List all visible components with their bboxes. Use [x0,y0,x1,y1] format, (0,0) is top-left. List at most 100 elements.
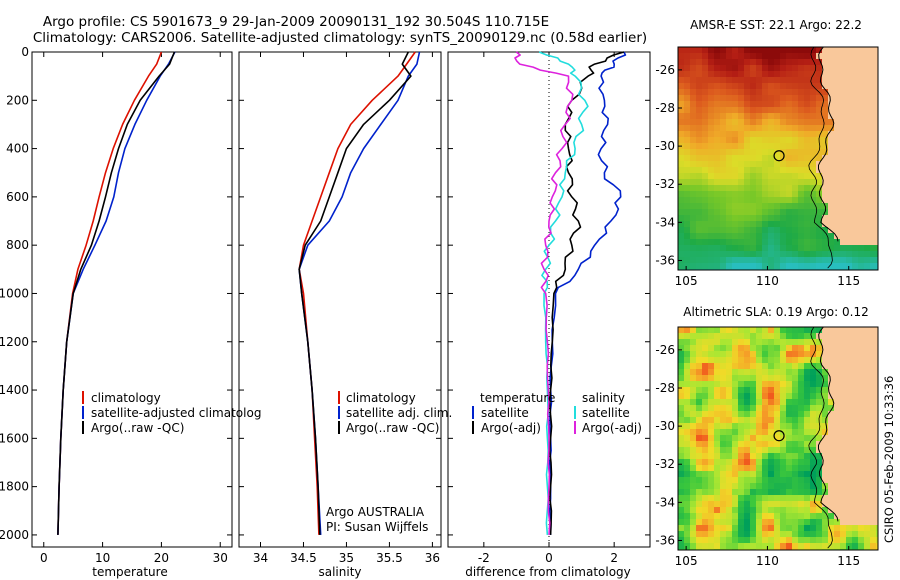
map-cell [744,393,751,400]
map-cell [858,447,865,454]
map-cell [762,113,769,120]
map-cell [726,453,733,460]
map-cell [756,519,763,526]
map-cell [786,155,793,162]
map-cell [792,381,799,388]
map-cell [678,155,685,162]
map-cell [858,113,865,120]
map-cell [870,369,877,376]
map-cell [876,393,878,400]
map-cell [816,263,823,270]
map-cell [852,215,859,222]
map-cell [744,125,751,132]
map-cell [798,519,805,526]
map-cell [852,387,859,394]
map-cell [678,375,685,382]
map-cell [744,71,751,78]
map-cell [786,537,793,544]
map-cell [828,173,835,180]
map-cell [732,501,739,508]
map-cell [834,441,841,448]
map-cell [762,459,769,466]
map-cell [822,351,829,358]
map-cell [828,263,835,270]
map-cell [840,119,847,126]
map-cell [744,227,751,234]
map-cell [876,137,878,144]
map-cell [846,143,853,150]
map-cell [696,387,703,394]
map-cell [846,239,853,246]
map-cell [750,149,757,156]
map-cell [726,489,733,496]
map-cell [762,489,769,496]
map-cell [774,59,781,66]
map-cell [876,345,878,352]
map-cell [714,227,721,234]
map-cell [786,191,793,198]
map-cell [858,477,865,484]
map-cell [780,263,787,270]
map-cell [738,233,745,240]
map-cell [834,483,841,490]
map-cell [708,381,715,388]
map-cell [720,107,727,114]
map-cell [834,471,841,478]
map-cell [714,471,721,478]
map-cell [822,125,829,132]
map-cell [798,363,805,370]
map-cell [726,149,733,156]
map-cell [858,119,865,126]
map-cell [846,345,853,352]
map-cell [696,221,703,228]
legend-label-sal-satellite: satellite [582,406,630,420]
map-cell [732,119,739,126]
map-cell [870,339,877,346]
map-cell [858,375,865,382]
map-cell [750,483,757,490]
map-cell [822,369,829,376]
map-cell [750,441,757,448]
map-cell [774,441,781,448]
map-cell [804,519,811,526]
map-cell [774,375,781,382]
map-cell [768,107,775,114]
map-cell [858,537,865,544]
map-cell [810,179,817,186]
map-cell [756,375,763,382]
difference-axis-label: difference from climatology [465,565,631,579]
map-cell [822,411,829,418]
map-cell [846,251,853,258]
map-cell [678,339,685,346]
map-cell [786,203,793,210]
map-cell [870,477,877,484]
map-cell [762,345,769,352]
map-cell [870,233,877,240]
map-cell [708,257,715,264]
x-tick-label: 34 [253,551,268,565]
map-cell [816,537,823,544]
map-cell [876,161,878,168]
map-cell [768,101,775,108]
x-tick-label: 30 [213,551,228,565]
map-cell [846,155,853,162]
map-cell [708,363,715,370]
map-cell [780,71,787,78]
map-cell [852,405,859,412]
map-cell [828,405,835,412]
map-cell [762,387,769,394]
map-cell [720,447,727,454]
sst-map-title: AMSR-E SST: 22.1 Argo: 22.2 [690,18,862,32]
map-cell [714,537,721,544]
map-cell [678,113,685,120]
map-cell [828,209,835,216]
map-cell [720,423,727,430]
map-cell [864,101,871,108]
map-cell [768,369,775,376]
map-cell [840,167,847,174]
map-cell [690,507,697,514]
map-cell [726,447,733,454]
map-cell [702,215,709,222]
map-cell [810,137,817,144]
map-cell [822,149,829,156]
